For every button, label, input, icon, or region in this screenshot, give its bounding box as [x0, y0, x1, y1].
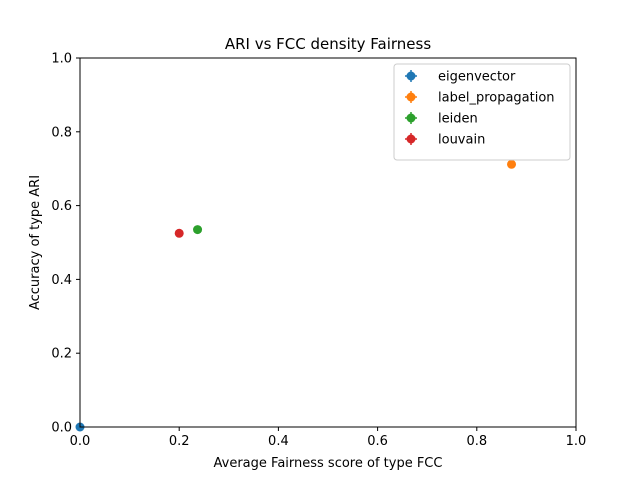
legend-marker-icon: [406, 92, 416, 102]
legend-label: leiden: [438, 112, 478, 127]
plot-frame: [79, 57, 577, 428]
legend-marker-icon: [406, 134, 416, 144]
y-tick-label: 0.6: [51, 199, 72, 214]
legend-entry: eigenvector: [405, 70, 516, 85]
y-tick-label: 0.8: [51, 125, 72, 140]
y-tick-label: 1.0: [51, 52, 72, 67]
legend-entry: leiden: [405, 112, 478, 127]
data-point-louvain: [174, 228, 184, 238]
y-tick-label: 0.0: [51, 421, 72, 436]
y-axis-label: Accuracy of type ARI: [28, 175, 43, 310]
x-tick-label: 0.8: [466, 434, 487, 449]
legend-label: label_propagation: [438, 91, 555, 106]
data-point-label-propagation: [507, 159, 517, 169]
axis-ticks: 0.0 0.2 0.4 0.6 0.8 1.0 0.0 0.2 0.4 0.6 0.8 1.0: [51, 52, 586, 450]
data-point-leiden: [193, 225, 203, 235]
legend-entry: label_propagation: [405, 91, 555, 106]
legend-box: [393, 63, 571, 161]
legend-marker-icon: [406, 113, 416, 123]
legend-entry: louvain: [405, 133, 485, 148]
x-tick-label: 1.0: [566, 434, 587, 449]
y-tick-label: 0.2: [51, 347, 72, 362]
y-tick-label: 0.4: [51, 273, 72, 288]
x-tick-label: 0.2: [169, 434, 190, 449]
x-tick-label: 0.0: [70, 434, 91, 449]
legend-marker-icon: [406, 71, 416, 81]
data-points: [75, 159, 517, 432]
x-tick-label: 0.6: [367, 434, 388, 449]
chart-title: ARI vs FCC density Fairness: [225, 35, 432, 53]
x-tick-label: 0.4: [268, 434, 289, 449]
legend-label: eigenvector: [438, 70, 516, 85]
legend-label: louvain: [438, 133, 485, 148]
x-axis-label: Average Fairness score of type FCC: [214, 456, 443, 471]
